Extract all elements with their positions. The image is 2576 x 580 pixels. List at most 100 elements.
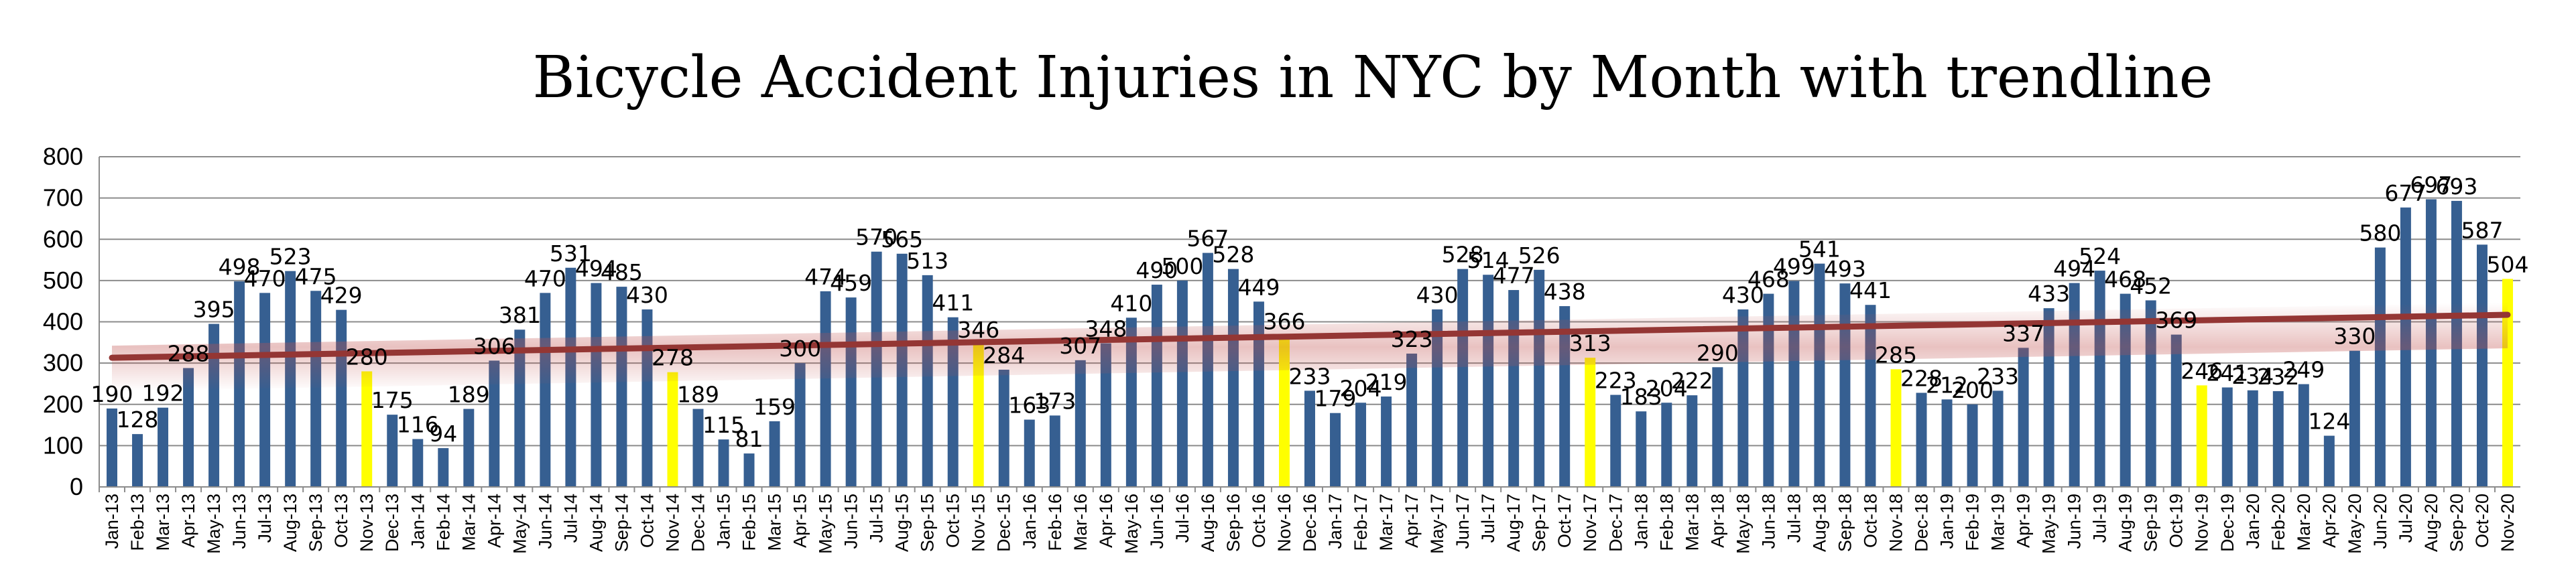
bar: [922, 275, 933, 487]
x-tick-label: Jul-15: [867, 494, 887, 543]
x-tick-label: Oct-18: [1860, 494, 1880, 548]
bar: [1712, 367, 1723, 487]
data-label: 498: [219, 254, 261, 280]
data-label: 410: [1110, 290, 1152, 316]
bar: [438, 448, 449, 487]
data-label: 500: [1161, 253, 1203, 279]
data-label: 452: [2130, 273, 2172, 299]
y-tick-label: 700: [43, 184, 83, 212]
x-tick-label: Feb-13: [127, 494, 147, 551]
x-tick-label: Sep-15: [918, 494, 938, 552]
bar: [489, 360, 500, 487]
data-label: 124: [2308, 409, 2350, 435]
data-label: 159: [753, 394, 796, 420]
bar: [183, 368, 194, 487]
data-label: 337: [2002, 320, 2044, 346]
data-label: 241: [2206, 360, 2248, 386]
x-tick-label: Dec-18: [1912, 494, 1932, 552]
x-tick-label: Feb-19: [1963, 494, 1983, 551]
x-tick-label: Mar-18: [1682, 494, 1702, 551]
data-label: 223: [1595, 368, 1637, 394]
data-label: 513: [906, 248, 948, 274]
bar: [1457, 269, 1469, 487]
data-label: 234: [2231, 363, 2274, 389]
x-tick-label: Aug-15: [892, 494, 912, 552]
x-tick-label: Sep-16: [1223, 494, 1243, 552]
data-label: 411: [932, 290, 974, 316]
y-tick-label: 500: [43, 267, 83, 294]
bar: [259, 293, 271, 487]
x-tick-label: May-18: [1733, 494, 1753, 554]
data-label: 429: [320, 283, 363, 309]
x-tick-label: Nov-13: [357, 494, 377, 552]
x-tick-label: Sep-17: [1529, 494, 1549, 552]
bar: [387, 415, 398, 487]
x-tick-label: Nov-18: [1886, 494, 1906, 552]
x-tick-label: Nov-19: [2192, 494, 2212, 552]
bar: [1278, 336, 1290, 487]
data-label: 494: [575, 256, 617, 282]
x-tick-label: Jan-19: [1937, 494, 1957, 549]
data-label: 232: [2257, 364, 2299, 390]
x-tick-label: Nov-15: [969, 494, 989, 552]
data-label: 369: [2155, 307, 2197, 334]
data-label: 94: [429, 421, 457, 447]
bar: [1355, 403, 1367, 487]
x-tick-label: Jan-14: [408, 494, 428, 549]
data-label: 565: [881, 226, 923, 252]
x-tick-label: Aug-14: [586, 494, 606, 552]
x-tick-label: Oct-14: [637, 494, 657, 548]
x-tick-label: Sep-19: [2141, 494, 2161, 552]
x-tick-label: Jul-19: [2090, 494, 2110, 543]
x-tick-label: Apr-19: [2014, 494, 2034, 548]
x-tick-label: Jun-13: [229, 494, 249, 549]
x-tick-label: Sep-18: [1835, 494, 1855, 552]
data-label: 587: [2461, 217, 2503, 243]
data-label: 470: [524, 265, 566, 291]
bar: [361, 371, 373, 487]
data-label: 233: [1977, 363, 2019, 389]
x-tick-label: May-14: [509, 494, 530, 554]
x-tick-label: Jun-20: [2370, 494, 2390, 549]
data-label: 474: [804, 264, 847, 290]
x-tick-label: Feb-15: [739, 494, 759, 551]
data-label: 485: [601, 259, 643, 285]
data-label: 459: [830, 270, 872, 296]
x-tick-label: Aug-16: [1198, 494, 1218, 552]
data-label: 233: [1289, 363, 1331, 389]
bar: [769, 421, 780, 487]
bar: [1814, 263, 1825, 487]
x-tick-label: Nov-20: [2498, 494, 2518, 552]
x-tick-label: Oct-17: [1554, 494, 1575, 548]
data-label: 288: [168, 341, 210, 367]
data-label: 449: [1237, 274, 1280, 300]
data-label: 246: [2181, 358, 2223, 384]
x-tick-label: Jun-16: [1147, 494, 1167, 549]
bar: [1661, 403, 1672, 487]
data-label: 348: [1085, 316, 1127, 342]
data-label: 395: [193, 297, 235, 323]
data-label: 300: [779, 336, 821, 362]
x-tick-label: Apr-13: [178, 494, 198, 548]
data-label: 430: [1722, 282, 1764, 308]
x-tick-label: May-13: [204, 494, 224, 554]
x-tick-label: May-17: [1427, 494, 1447, 554]
x-axis: Jan-13 Feb-13 Mar-13 Apr-13 May-13 Jun-13 Jul-…: [99, 486, 2520, 554]
data-label: 697: [2410, 171, 2452, 198]
data-label: 541: [1798, 236, 1841, 263]
data-label: 200: [1951, 377, 1994, 403]
data-label: 580: [2359, 220, 2401, 246]
x-tick-label: Apr-15: [790, 494, 810, 548]
bar: [2272, 391, 2284, 487]
x-tick-label: Jul-17: [1478, 494, 1498, 543]
data-label: 528: [1212, 242, 1254, 268]
x-tick-label: May-19: [2039, 494, 2059, 554]
x-tick-label: Mar-16: [1070, 494, 1091, 551]
bar: [1941, 399, 1953, 487]
data-label: 514: [1467, 247, 1510, 273]
bar: [158, 407, 169, 487]
x-tick-label: Feb-18: [1656, 494, 1676, 551]
x-tick-label: Jul-14: [560, 494, 580, 543]
data-label: 494: [2053, 256, 2095, 282]
